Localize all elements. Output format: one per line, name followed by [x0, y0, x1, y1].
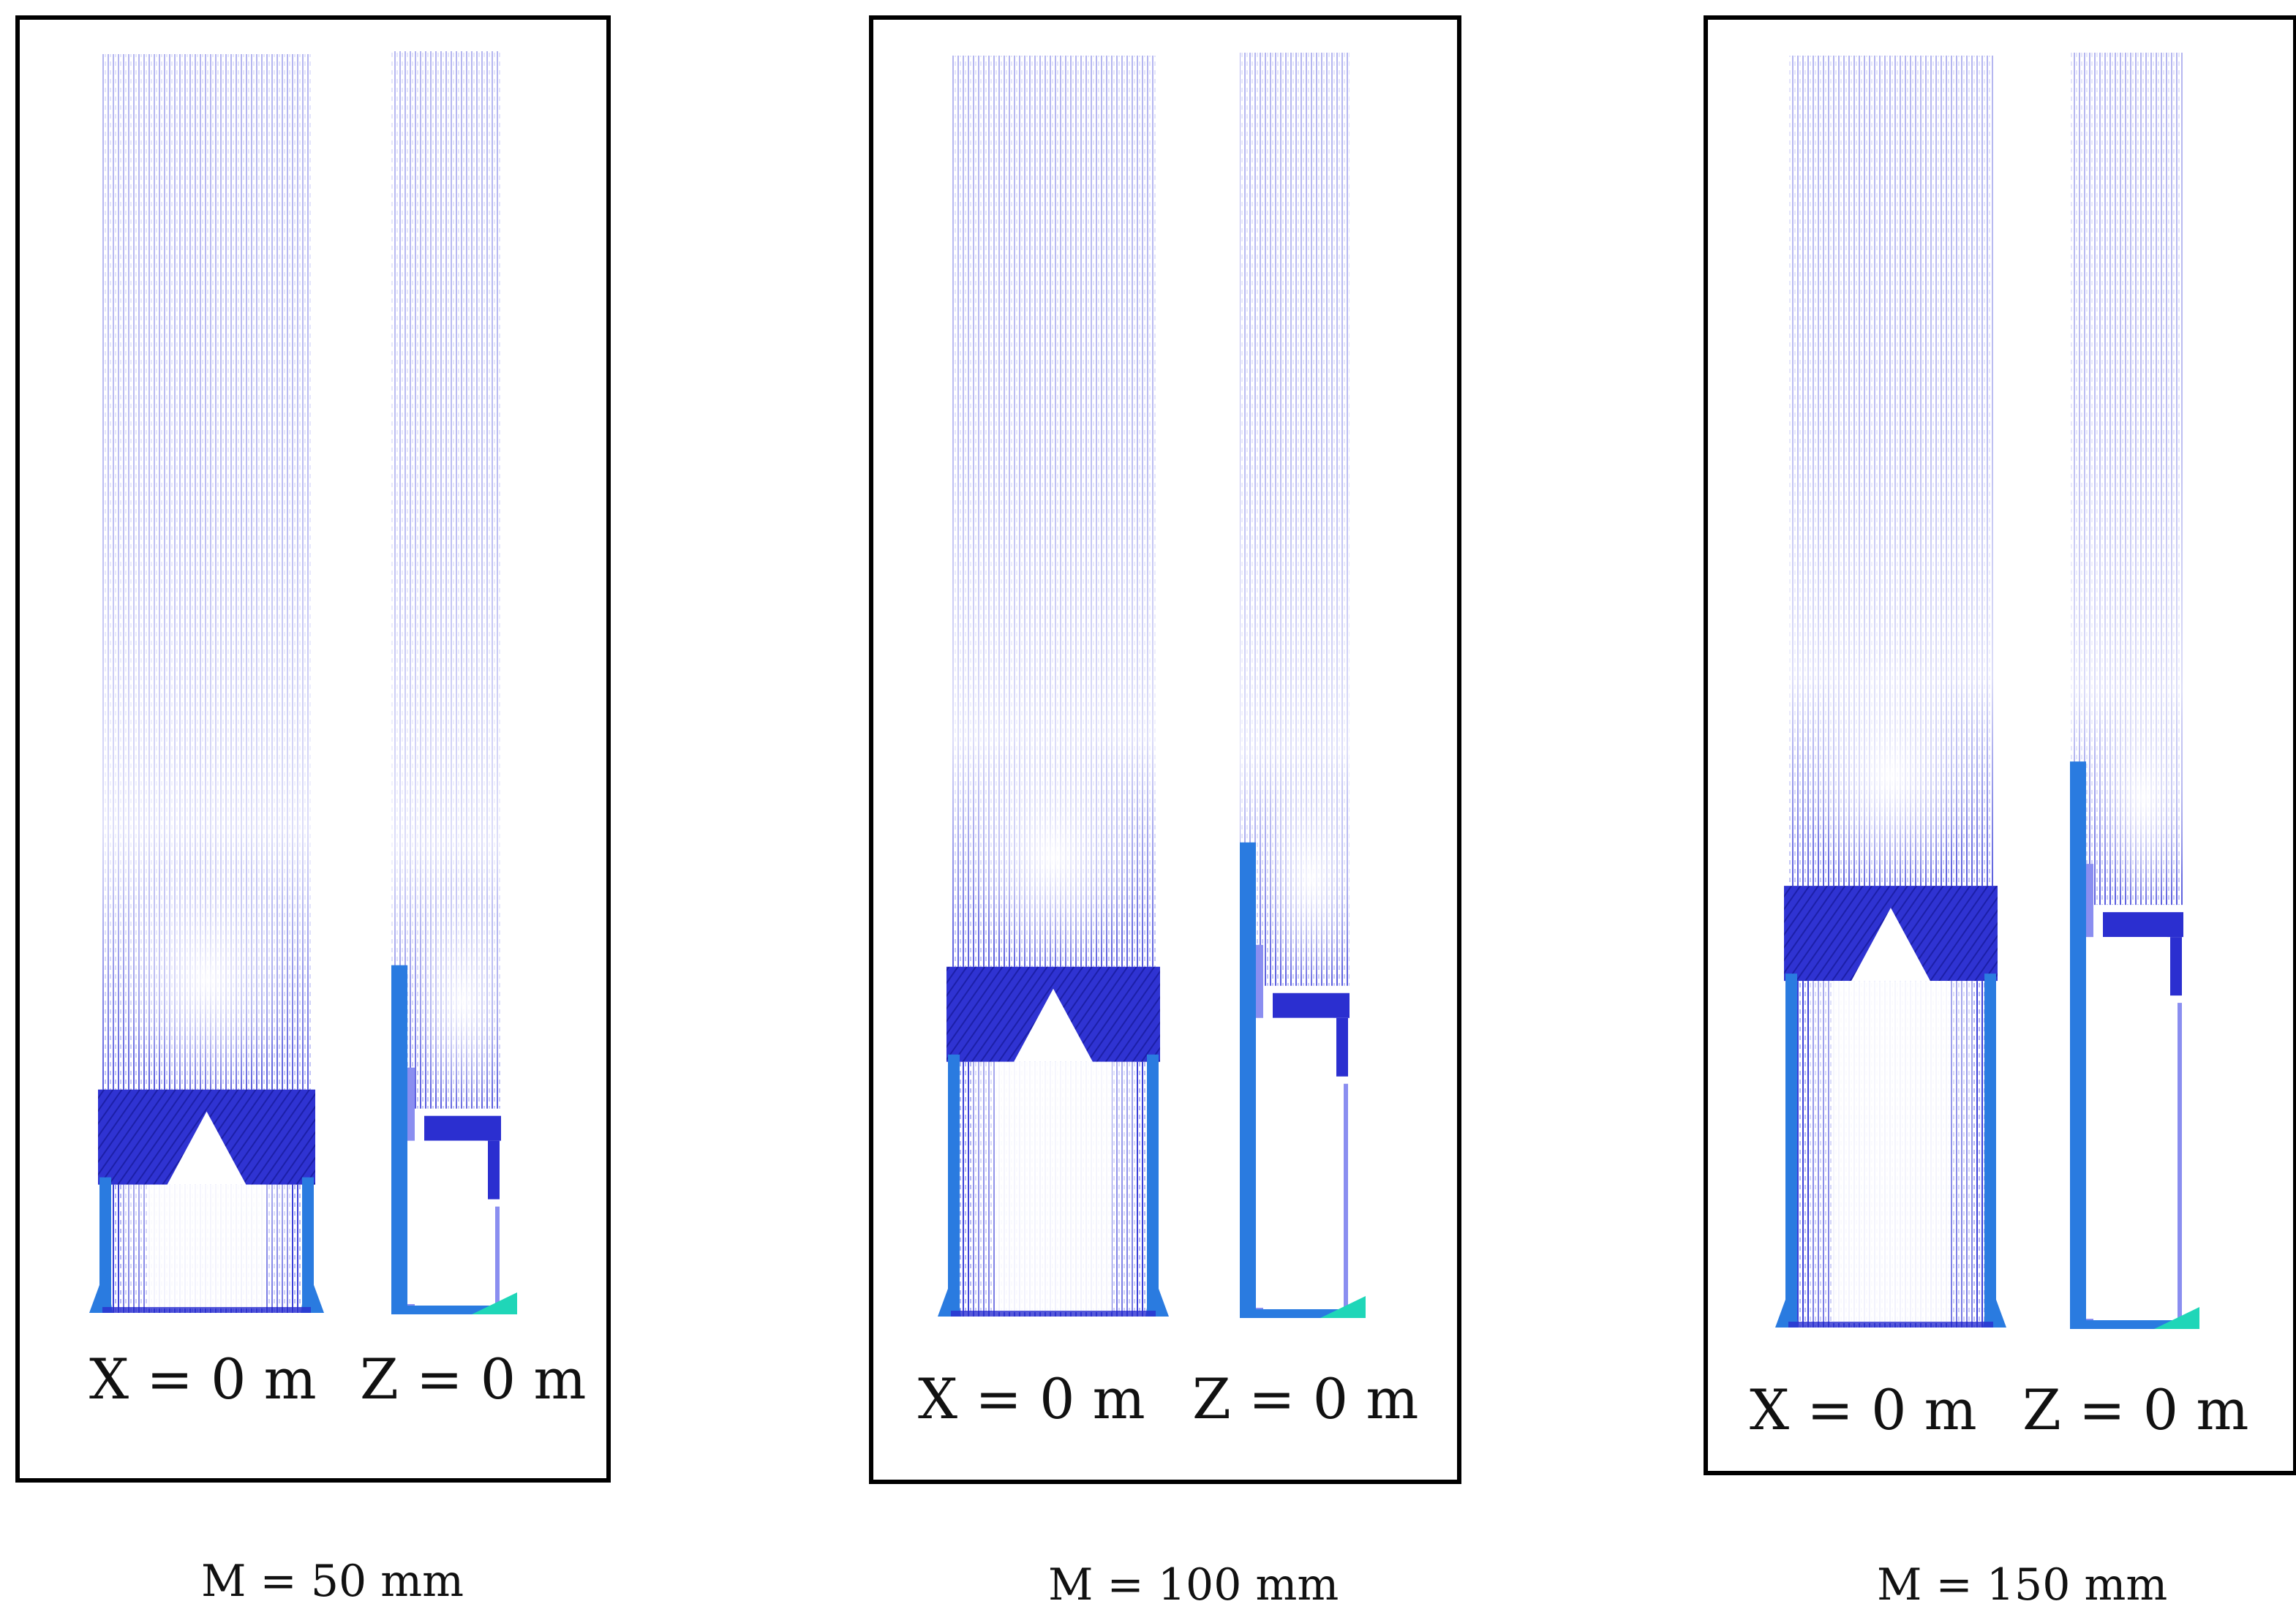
empty-cavity	[2086, 937, 2170, 1319]
panel-1	[15, 15, 611, 1483]
panel-3-z-view	[2070, 53, 2199, 1329]
low-velocity-zone	[118, 855, 295, 1104]
step-bar	[1273, 993, 1350, 1018]
right-wall-jet	[1984, 974, 1996, 1328]
wall-jet	[391, 965, 407, 1313]
right-foot	[1145, 1273, 1169, 1317]
low-velocity-zone	[1804, 652, 1977, 901]
panel-2	[869, 15, 1461, 1484]
panel-2-x-view	[938, 56, 1169, 1317]
panel-1-z-view	[391, 51, 517, 1314]
right-wall	[2178, 1003, 2182, 1328]
panel-2-frame	[869, 15, 1461, 1484]
low-velocity-zone	[1262, 761, 1360, 996]
step-drop	[2167, 937, 2182, 996]
panel-1-left-view-label: X = 0 m	[89, 1347, 317, 1412]
panel-3-right-view-label: Z = 0 m	[2022, 1377, 2249, 1442]
panel-3-left-view-label: X = 0 m	[1750, 1377, 1977, 1442]
low-velocity-zone	[967, 732, 1140, 982]
panel-2-left-view-label: X = 0 m	[918, 1366, 1145, 1431]
low-velocity-zone	[2093, 681, 2195, 916]
panel-3-case-label: M = 150 mm	[1877, 1559, 2168, 1611]
right-foot	[1983, 1284, 2006, 1328]
panel-3-frame	[1704, 15, 2296, 1475]
panel-3-x-view	[1775, 56, 2006, 1328]
step-drop	[1333, 1017, 1348, 1077]
corner-highlight	[472, 1292, 517, 1314]
step-bar	[2103, 912, 2183, 938]
panel-1-case-label: M = 50 mm	[201, 1556, 464, 1607]
v-opening	[1851, 908, 1931, 983]
left-foot	[1775, 1284, 1799, 1328]
center-gap	[995, 1061, 1112, 1312]
panel-1-x-view	[89, 54, 324, 1313]
wall-jet	[1240, 842, 1256, 1317]
panel-2-right-view-label: Z = 0 m	[1192, 1366, 1419, 1431]
panel-1-right-view-label: Z = 0 m	[360, 1347, 587, 1412]
v-opening	[1013, 988, 1094, 1063]
low-velocity-zone	[413, 884, 512, 1119]
corner-highlight	[2154, 1307, 2199, 1329]
empty-cavity	[407, 1140, 488, 1304]
left-wall-jet	[948, 1054, 960, 1317]
center-gap	[1832, 981, 1949, 1323]
left-foot	[938, 1273, 961, 1317]
floor-line	[1788, 1322, 1993, 1328]
panel-2-case-label: M = 100 mm	[1048, 1559, 1339, 1611]
floor-line	[102, 1307, 311, 1313]
panel-3	[1704, 15, 2296, 1475]
step-drop	[485, 1140, 500, 1200]
floor-line	[951, 1311, 1156, 1317]
right-wall	[495, 1206, 500, 1313]
corner-highlight	[1320, 1296, 1366, 1318]
step-bar	[424, 1115, 501, 1141]
right-wall-jet	[1147, 1054, 1159, 1317]
left-foot	[89, 1269, 113, 1313]
left-wall-jet	[1785, 974, 1797, 1328]
center-gap	[148, 1184, 266, 1308]
panel-2-z-view	[1240, 53, 1366, 1318]
panel-1-frame	[15, 15, 611, 1483]
wall-jet	[2070, 761, 2086, 1328]
right-foot	[301, 1269, 324, 1313]
empty-cavity	[1256, 1017, 1336, 1308]
v-opening	[166, 1111, 247, 1186]
right-wall	[1344, 1083, 1348, 1317]
